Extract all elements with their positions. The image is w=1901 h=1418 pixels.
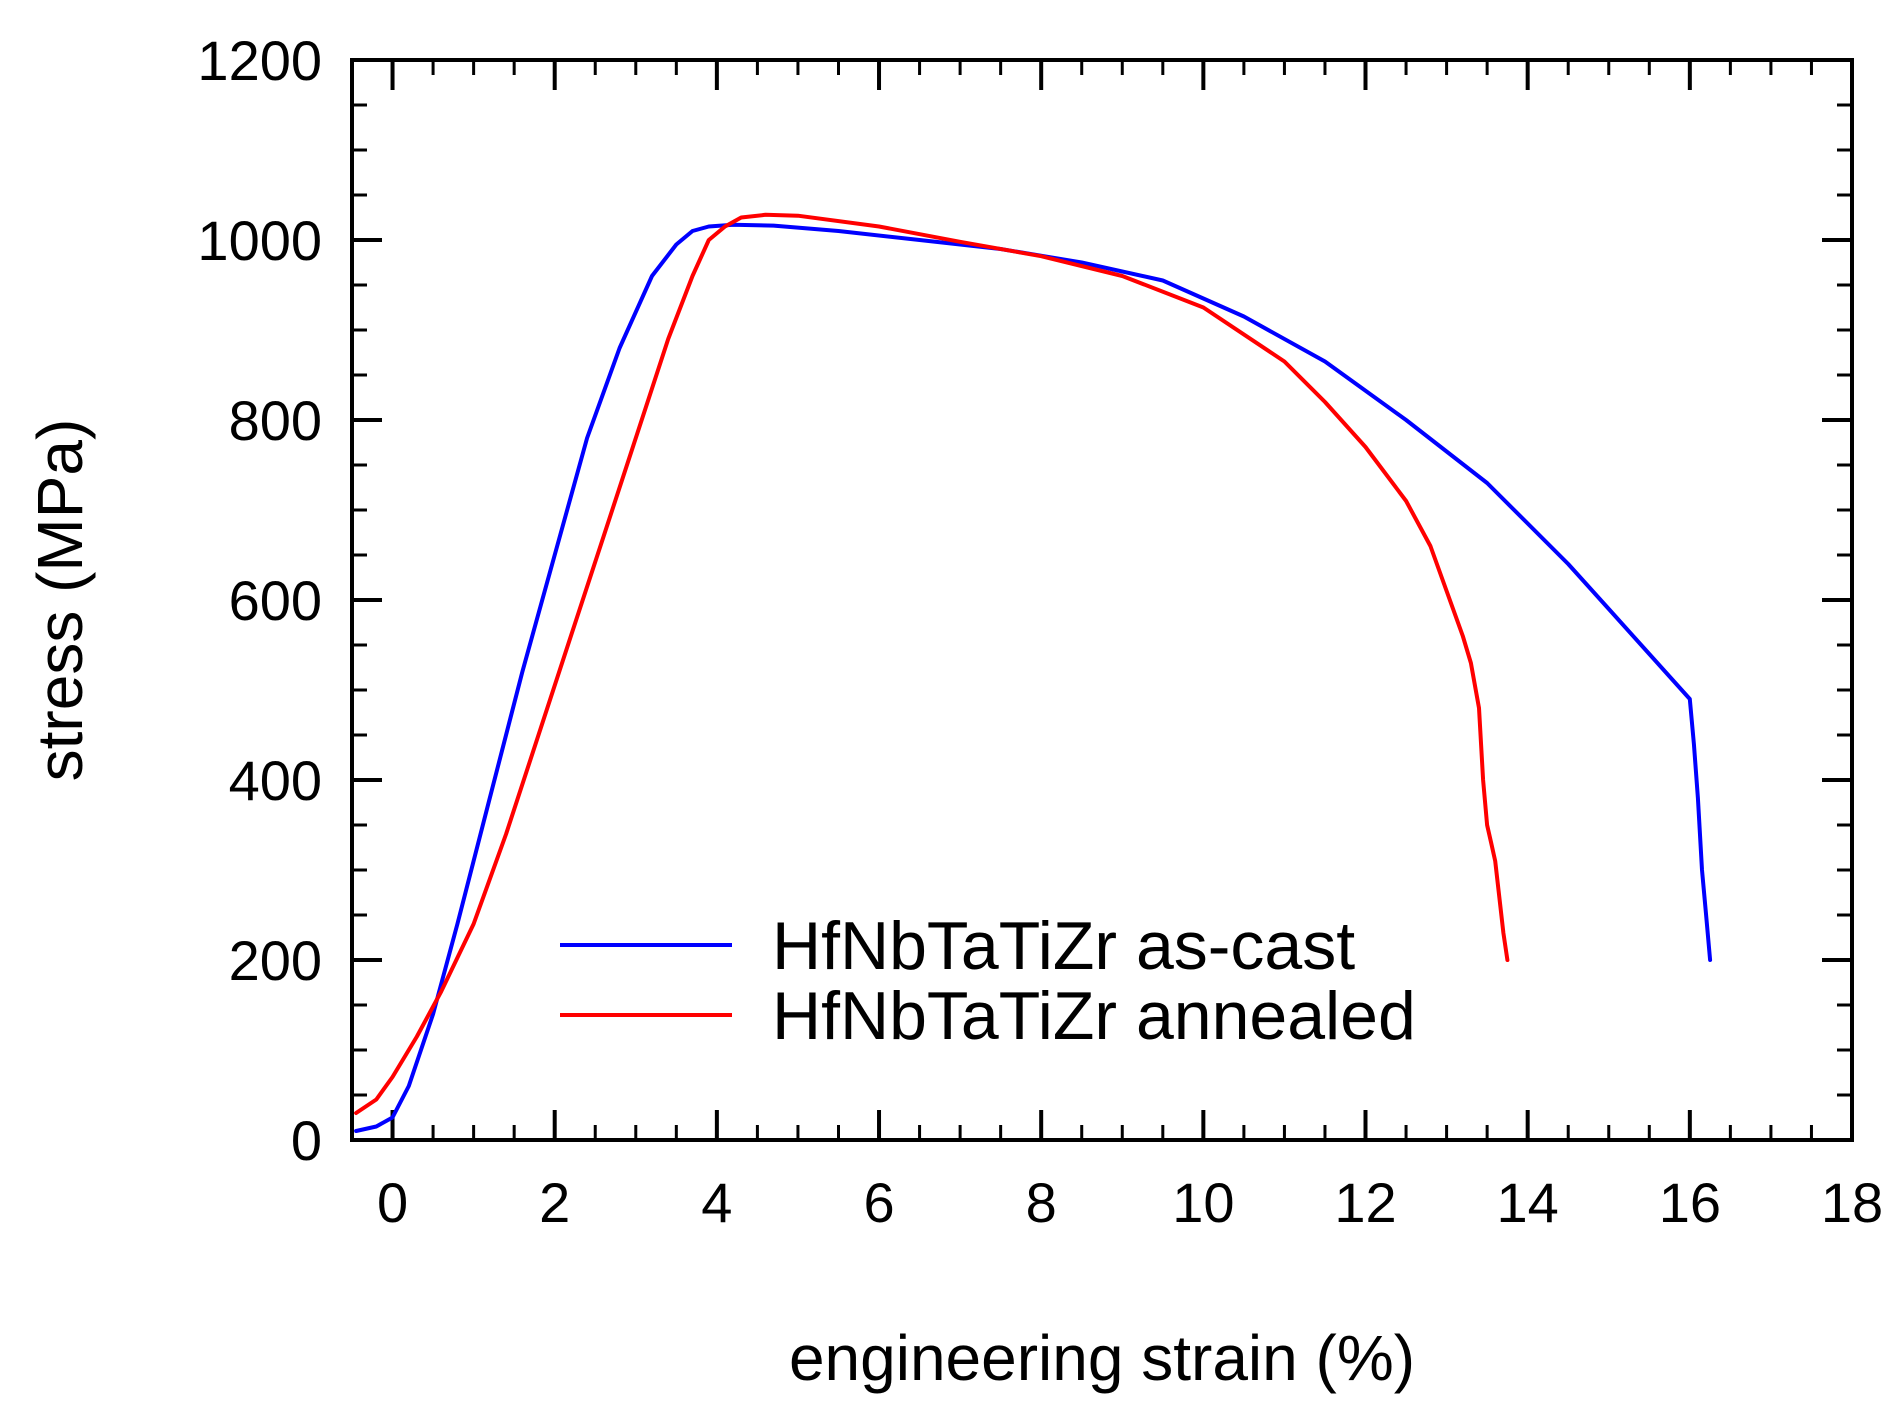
x-tick-label: 18 bbox=[1821, 1171, 1883, 1234]
x-tick-label: 6 bbox=[863, 1171, 894, 1234]
y-tick-label: 800 bbox=[229, 389, 322, 452]
y-tick-label: 600 bbox=[229, 569, 322, 632]
y-tick-label: 1000 bbox=[197, 209, 322, 272]
y-axis-ticks bbox=[352, 58, 1852, 1142]
data-series bbox=[354, 212, 1713, 1133]
x-axis-tick-labels: 0 2 4 6 8 10 12 14 16 18 bbox=[377, 1171, 1883, 1234]
x-tick-label: 8 bbox=[1026, 1171, 1057, 1234]
y-axis-title: stress (MPa) bbox=[24, 419, 96, 782]
legend-label-annealed: HfNbTaTiZr annealed bbox=[772, 978, 1416, 1054]
x-tick-label: 2 bbox=[539, 1171, 570, 1234]
legend-label-as-cast: HfNbTaTiZr as-cast bbox=[772, 908, 1355, 984]
x-tick-label: 0 bbox=[377, 1171, 408, 1234]
plot-frame bbox=[350, 58, 1854, 1142]
x-tick-label: 16 bbox=[1659, 1171, 1721, 1234]
series-line-as-cast bbox=[354, 222, 1713, 1133]
x-tick-label: 12 bbox=[1334, 1171, 1396, 1234]
legend: HfNbTaTiZr as-cast HfNbTaTiZr annealed bbox=[560, 908, 1416, 1054]
y-tick-label: 200 bbox=[229, 929, 322, 992]
y-tick-label: 0 bbox=[291, 1109, 322, 1172]
x-axis-title: engineering strain (%) bbox=[789, 1322, 1415, 1394]
series-line-annealed bbox=[354, 212, 1510, 1115]
y-tick-label: 1200 bbox=[197, 29, 322, 92]
x-tick-label: 10 bbox=[1172, 1171, 1234, 1234]
y-tick-label: 400 bbox=[229, 749, 322, 812]
x-tick-label: 14 bbox=[1497, 1171, 1559, 1234]
y-axis-tick-labels: 0 200 400 600 800 1000 1200 bbox=[197, 29, 322, 1172]
x-tick-label: 4 bbox=[701, 1171, 732, 1234]
